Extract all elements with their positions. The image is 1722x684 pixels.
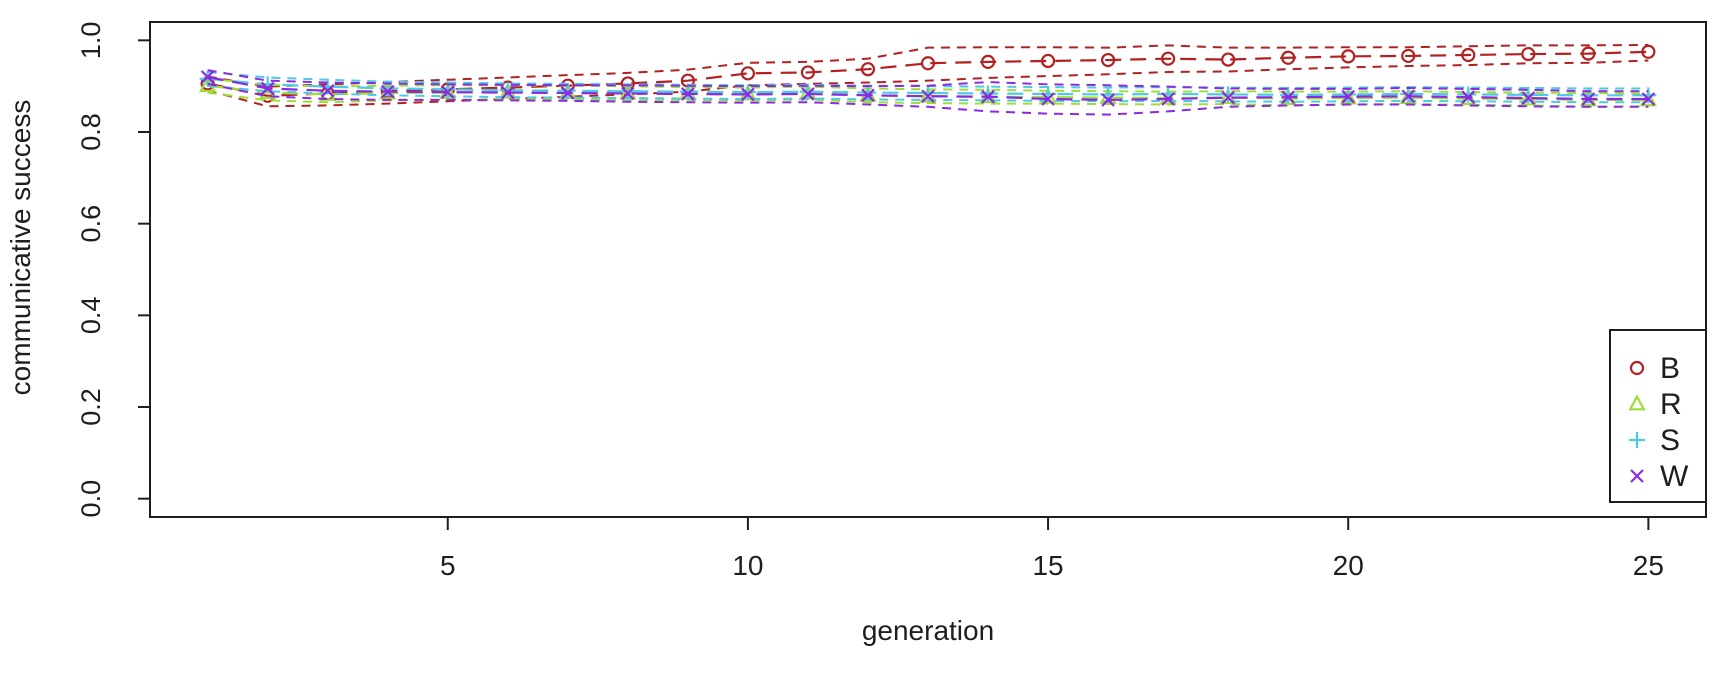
y-axis-title: communicative success <box>5 100 36 396</box>
series-B-marker <box>1281 50 1296 65</box>
series-S-marker <box>980 85 997 102</box>
legend-item-B: B <box>1629 352 1680 385</box>
series-S-marker <box>1280 86 1297 103</box>
legend-item-R: R <box>1628 388 1682 421</box>
series-W-marker <box>1041 92 1055 106</box>
series-W-marker <box>1521 91 1536 105</box>
series-B-marker <box>1100 52 1116 68</box>
series-S-marker <box>920 85 936 102</box>
series-B-marker <box>1641 44 1656 59</box>
series-W-marker <box>1461 90 1476 104</box>
x-axis: 5 10 15 20 25 generation <box>440 517 1664 646</box>
series-S-marker <box>1460 86 1477 103</box>
series-S-marker <box>799 83 816 100</box>
series-B-marker <box>1040 53 1056 69</box>
legend-item-S: S <box>1629 424 1680 457</box>
legend-item-W: W <box>1630 460 1689 493</box>
series-S-marker <box>499 82 516 99</box>
series-W-marker <box>741 87 755 102</box>
series-W-marker <box>921 89 935 104</box>
series-W <box>200 69 1656 116</box>
legend-label: B <box>1660 352 1680 385</box>
series-W-marker <box>1161 92 1175 106</box>
series-B-mean-line <box>207 50 1649 97</box>
series-W-marker <box>1341 89 1355 104</box>
x-tick-label: 15 <box>1032 550 1063 581</box>
legend-circle-icon <box>1629 360 1645 376</box>
series-W-lower-band <box>207 82 1649 116</box>
y-tick-label: 1.0 <box>76 22 106 60</box>
series-W-upper-band <box>207 69 1649 93</box>
series-W-marker <box>380 84 395 99</box>
legend-label: W <box>1660 460 1689 493</box>
series-W-marker <box>1641 92 1656 106</box>
series-B-marker <box>1401 48 1416 64</box>
x-axis-title: generation <box>862 615 994 646</box>
series-W-marker <box>1401 89 1416 104</box>
x-tick-label: 10 <box>732 550 763 581</box>
y-tick-label: 0.4 <box>76 297 106 335</box>
series-W-marker <box>320 83 335 98</box>
series-B-marker <box>1521 46 1536 62</box>
series-B-marker <box>1581 46 1596 61</box>
series-S-marker <box>739 84 756 101</box>
series-W-marker <box>260 81 275 96</box>
series-W-marker <box>681 87 695 101</box>
series-W-marker <box>1281 90 1295 104</box>
series-W-marker <box>801 87 815 101</box>
series-W-marker <box>1221 90 1235 105</box>
series-W-marker <box>200 70 215 84</box>
series-B-upper-band <box>207 43 1649 88</box>
legend-box <box>1609 329 1707 503</box>
series-B-marker <box>1221 52 1236 67</box>
legend-plus-icon <box>1629 432 1645 448</box>
series-B-lower-band <box>207 59 1649 108</box>
series-S-marker <box>859 84 876 101</box>
x-tick-label: 20 <box>1333 550 1364 581</box>
series-W-marker <box>1581 92 1596 106</box>
series-R-marker <box>919 86 937 103</box>
series-W-marker <box>440 85 455 99</box>
y-axis: 0.0 0.2 0.4 0.6 0.8 1.0 communicative success <box>5 22 150 518</box>
legend-triangle-icon <box>1628 394 1646 411</box>
series-B-marker <box>1161 51 1176 66</box>
series-B-marker <box>740 66 756 81</box>
series-W-marker <box>861 88 875 103</box>
plot-box <box>149 21 1707 518</box>
y-tick-label: 0.6 <box>76 205 106 243</box>
series-S-marker <box>1220 86 1237 103</box>
series-S-marker <box>1580 87 1597 104</box>
y-tick-label: 0.2 <box>76 388 106 426</box>
series-B-marker <box>980 54 996 69</box>
y-tick-label: 0.0 <box>76 480 106 518</box>
series-S-marker <box>1640 87 1657 104</box>
legend-label: R <box>1660 388 1682 421</box>
series-S-marker <box>1520 86 1537 103</box>
y-tick-label: 0.8 <box>76 113 106 151</box>
series-B-marker <box>860 62 876 77</box>
series-B-marker <box>1341 49 1356 64</box>
series-B-marker <box>920 56 936 71</box>
legend-label: S <box>1660 424 1680 457</box>
series-W-marker <box>621 86 635 101</box>
x-tick-label: 25 <box>1633 550 1664 581</box>
series-W-marker <box>981 89 995 104</box>
series-W-marker <box>561 86 575 100</box>
x-tick-label: 5 <box>440 550 456 581</box>
series-W-marker <box>501 85 515 100</box>
legend-x-icon <box>1630 469 1644 483</box>
series-W-marker <box>1101 93 1115 107</box>
series-B-marker <box>800 65 816 80</box>
series-S-marker <box>559 82 576 99</box>
series-B-marker <box>1461 47 1476 63</box>
